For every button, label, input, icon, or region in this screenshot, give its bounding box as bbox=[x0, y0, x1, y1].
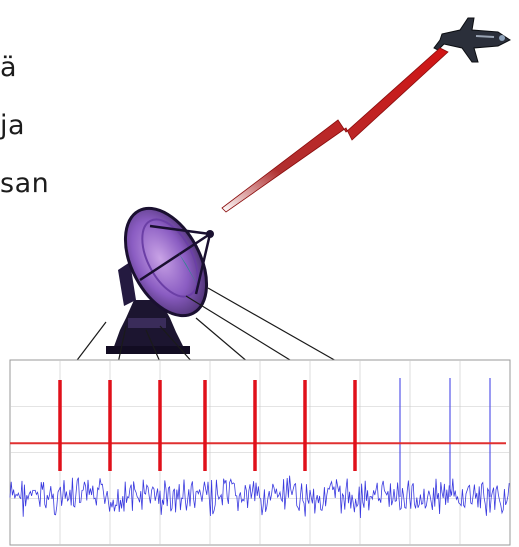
aircraft-icon bbox=[433, 17, 511, 63]
text-fragment-1: ä bbox=[0, 52, 18, 83]
signal-plot bbox=[9, 359, 511, 546]
noise-trace bbox=[9, 475, 510, 519]
arrow-7 bbox=[207, 287, 353, 371]
lightning-beam-icon bbox=[221, 47, 449, 213]
text-fragment-2: ja bbox=[0, 110, 26, 141]
text-fragment-3: san bbox=[0, 168, 50, 199]
radar-dish-icon bbox=[106, 206, 214, 354]
